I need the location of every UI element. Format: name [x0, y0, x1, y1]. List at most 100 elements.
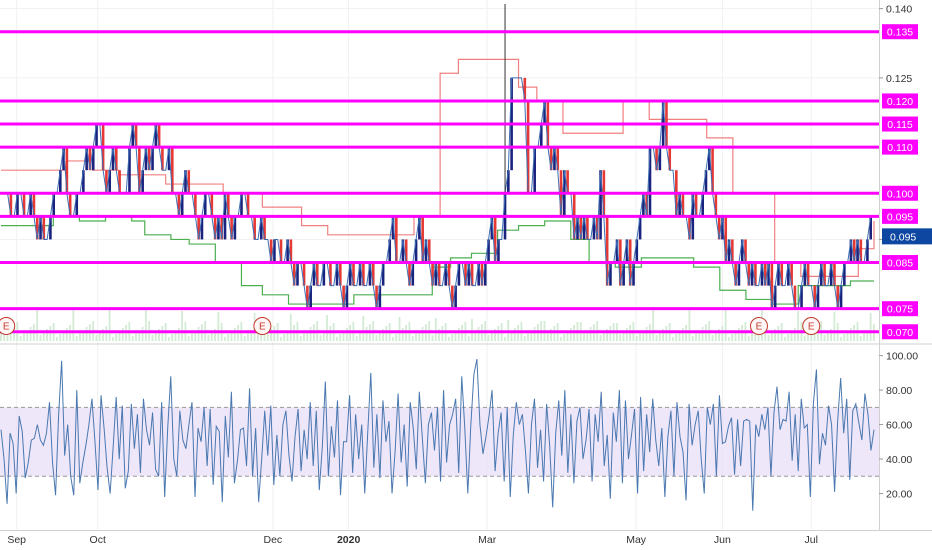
- volume-bar: [300, 336, 302, 341]
- volume-bar: [702, 327, 704, 341]
- volume-bar: [448, 337, 450, 341]
- volume-bar: [514, 328, 516, 341]
- volume-bar: [366, 327, 368, 341]
- volume-bar: [227, 334, 229, 341]
- volume-bar: [636, 336, 638, 341]
- volume-bar: [36, 307, 38, 341]
- volume-bar: [105, 326, 107, 341]
- volume-bar: [603, 332, 605, 341]
- volume-bar: [244, 336, 246, 341]
- volume-bar: [646, 327, 648, 341]
- volume-bar: [850, 328, 852, 341]
- volume-bar: [695, 333, 697, 341]
- volume-bar: [49, 326, 51, 341]
- time-tick-label: May: [626, 534, 647, 546]
- osc-tick-label: 100.00: [886, 351, 918, 363]
- volume-bar: [132, 336, 134, 341]
- volume-bar: [432, 335, 434, 341]
- volume-bar: [178, 328, 180, 341]
- volume-bar: [320, 335, 322, 341]
- volume-bar: [422, 327, 424, 341]
- earnings-label: E: [3, 322, 10, 333]
- level-label: 0.135: [887, 27, 913, 39]
- time-tick-label: Oct: [90, 534, 106, 546]
- level-label: 0.115: [887, 119, 913, 131]
- volume-bar: [784, 337, 786, 341]
- volume-bar: [86, 327, 88, 341]
- volume-bar: [30, 327, 32, 341]
- volume-bar: [682, 328, 684, 341]
- level-label: 0.120: [887, 96, 913, 108]
- volume-bar: [145, 310, 147, 341]
- volume-bar: [171, 334, 173, 341]
- volume-bar: [547, 332, 549, 341]
- price-panel: [0, 0, 879, 343]
- price-axis[interactable]: 0.135 0.120 0.115 0.110 0.100 0.095 0.085 0.075…: [879, 4, 932, 340]
- volume-bar: [66, 328, 68, 341]
- volume-bar: [827, 332, 829, 341]
- level-label: 0.095: [887, 211, 913, 223]
- volume-bar: [395, 334, 397, 341]
- oscillator-axis[interactable]: 100.00 80.00 60.00 40.00 20.00: [879, 351, 918, 501]
- volume-bar: [441, 326, 443, 341]
- volume-bar: [109, 309, 111, 341]
- volume-bar: [59, 334, 61, 341]
- volume-bar: [590, 327, 592, 341]
- volume-bar: [135, 333, 137, 341]
- volume-bar: [376, 335, 378, 341]
- volume-bar: [336, 337, 338, 341]
- volume-bar: [399, 317, 401, 341]
- volume-bar: [689, 308, 691, 341]
- volume-bar: [3, 334, 5, 341]
- volume-bar: [273, 326, 275, 341]
- level-label: 0.075: [887, 304, 913, 316]
- osc-tick-label: 60.00: [886, 420, 912, 432]
- volume-bar: [142, 327, 144, 341]
- volume-bar: [768, 335, 770, 341]
- volume-bar: [191, 333, 193, 341]
- volume-bar: [797, 311, 799, 341]
- level-label: 0.085: [887, 258, 913, 270]
- volume-bar: [692, 336, 694, 341]
- volume-bar: [181, 311, 183, 341]
- volume-bar: [115, 334, 117, 341]
- osc-tick-label: 40.00: [886, 454, 912, 466]
- volume-bar: [20, 336, 22, 341]
- volume-bar: [787, 334, 789, 341]
- volume-bar: [478, 327, 480, 341]
- volume-bar: [264, 335, 266, 341]
- volume-bar: [56, 337, 58, 341]
- volume-bar: [356, 336, 358, 341]
- volume-bar: [504, 337, 506, 341]
- volume-bar: [840, 337, 842, 341]
- volume-bar: [379, 332, 381, 341]
- volume-bar: [290, 314, 292, 341]
- volume-bar: [412, 336, 414, 341]
- volume-bar: [860, 336, 862, 341]
- volume-bar: [656, 335, 658, 341]
- time-tick-label: Sep: [7, 534, 26, 546]
- volume-bar: [863, 333, 865, 341]
- volume-bar: [488, 335, 490, 341]
- time-axis[interactable]: Sep Oct Dec 2020 Mar May Jun Jul: [7, 534, 818, 546]
- volume-bar: [870, 313, 872, 341]
- volume-bar: [609, 326, 611, 341]
- time-tick-label: Jul: [805, 534, 818, 546]
- time-tick-label: Mar: [478, 534, 497, 546]
- volume-bar: [435, 318, 437, 341]
- volume-bar: [155, 332, 157, 341]
- volume-bar: [152, 335, 154, 341]
- osc-tick-label: 20.00: [886, 489, 912, 501]
- volume-bar: [553, 326, 555, 341]
- volume-bar: [310, 327, 312, 341]
- volume-bar: [600, 335, 602, 341]
- volume-bar: [79, 333, 81, 341]
- volume-bar: [23, 333, 25, 341]
- volume-bar: [208, 335, 210, 341]
- volume-bar: [76, 336, 78, 341]
- volume-bar: [402, 328, 404, 341]
- volume-bar: [619, 334, 621, 341]
- volume-bar: [665, 326, 667, 341]
- volume-bar: [161, 326, 163, 341]
- time-tick-label: 2020: [337, 534, 361, 546]
